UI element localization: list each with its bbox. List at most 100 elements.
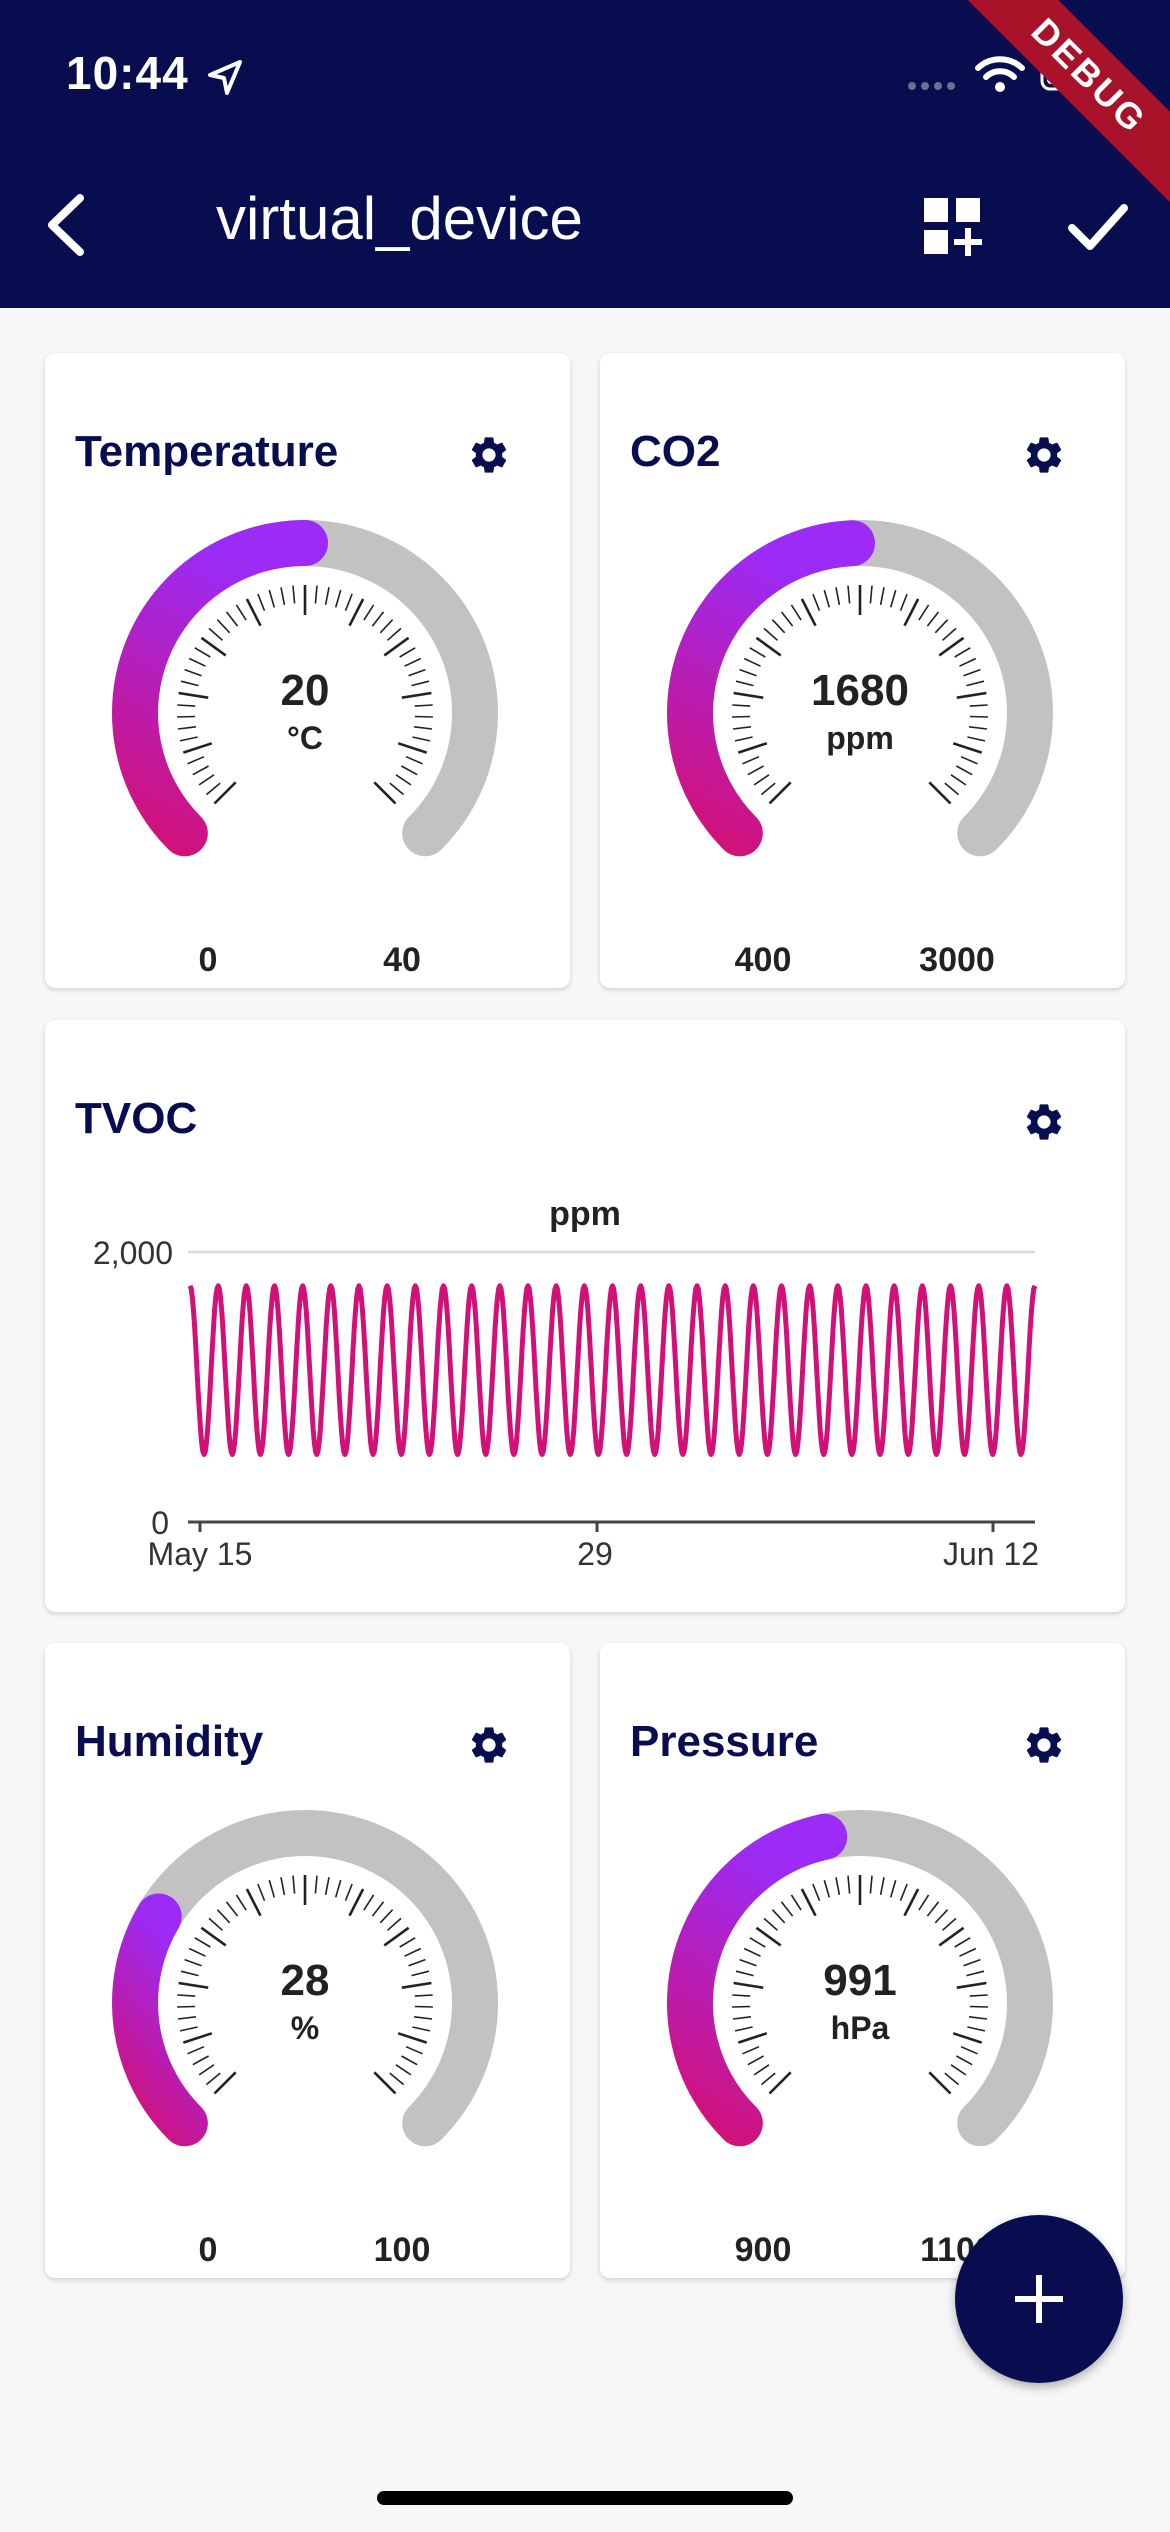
gauge-tick <box>213 2071 237 2095</box>
gauge-tick <box>732 715 751 718</box>
gauge-tick <box>268 589 276 608</box>
gauge-tick <box>379 1909 394 1924</box>
gauge-tick <box>194 647 211 658</box>
gear-icon[interactable] <box>1022 433 1066 477</box>
gauge-tick <box>959 657 977 667</box>
gauge-tick <box>371 1901 385 1917</box>
gauge-tick <box>768 2071 792 2095</box>
gauge-tick <box>257 1883 266 1901</box>
gauge-tick <box>177 1994 196 1997</box>
gauge-tick <box>926 1901 940 1917</box>
gauge-tick <box>899 1883 908 1901</box>
gauge-tick <box>184 668 202 677</box>
gauge-tick <box>952 742 983 754</box>
gear-icon[interactable] <box>1022 1723 1066 1767</box>
gauge-tick <box>184 1958 202 1967</box>
gauge-max-label: 100 <box>373 2231 431 2269</box>
gauge-tick <box>235 604 247 621</box>
gauge-tick <box>208 1917 224 1931</box>
gauge-tick <box>763 1917 779 1931</box>
gauge-tick <box>835 1877 841 1896</box>
gauge-tick <box>414 726 433 730</box>
gauge-tick <box>414 704 433 707</box>
gauge-tick <box>363 604 375 621</box>
gauge-tick <box>187 2045 205 2055</box>
home-indicator <box>377 2491 793 2505</box>
gauge-tick <box>800 598 817 627</box>
gauge-fill <box>112 1893 208 2147</box>
gauge-tick <box>216 1909 231 1924</box>
gauge-tick <box>899 593 908 611</box>
gauge-tick <box>969 2005 988 2008</box>
gear-icon[interactable] <box>467 1723 511 1767</box>
gauge-tick <box>960 2045 978 2055</box>
gauge-tick <box>280 1877 286 1896</box>
gauge-tick <box>755 1926 782 1947</box>
gauge-tick <box>733 691 764 699</box>
gauge-tick <box>960 755 978 765</box>
gauge-tick <box>363 1894 375 1911</box>
gauge-ticks <box>732 1875 988 2095</box>
gauge-tick <box>966 680 985 687</box>
gauge-tick <box>182 742 213 754</box>
gauge-tick <box>959 1947 977 1957</box>
gauge-tick <box>389 2072 405 2086</box>
gauge-tick <box>397 2032 428 2044</box>
gauge-unit: hPa <box>831 2010 890 2046</box>
gauge-tick <box>179 736 198 742</box>
gauge-value: 20 <box>281 666 330 715</box>
gauge-tick <box>790 604 802 621</box>
gauge-tick <box>956 765 973 776</box>
back-arrow-icon[interactable] <box>40 190 96 260</box>
gauge-tick <box>743 1947 761 1957</box>
gauge-tick <box>314 1875 318 1894</box>
gauge-tick <box>414 2005 433 2008</box>
gauge-tick <box>177 2016 196 2020</box>
x-tick-label: Jun 12 <box>943 1536 1039 1572</box>
gauge-tick <box>869 585 873 604</box>
gauge-tick <box>753 2064 770 2076</box>
gauge-tick <box>749 1937 766 1948</box>
gear-icon[interactable] <box>467 433 511 477</box>
gauge-tick <box>187 755 205 765</box>
gauge-tick <box>760 2072 776 2086</box>
gauge-tick <box>903 598 920 627</box>
gauge-tick <box>344 1883 353 1901</box>
gauge-tick <box>938 636 965 657</box>
gauge-tick <box>926 611 940 627</box>
gauge-tick <box>742 2045 760 2055</box>
gauge-tick <box>268 1879 276 1898</box>
gauge-tick <box>188 657 206 667</box>
gauge-tick <box>401 1981 432 1989</box>
gauge-unit: °C <box>287 720 323 756</box>
gauge-min-label: 400 <box>734 941 792 979</box>
gauge-tick <box>373 781 397 805</box>
gauge-tick <box>869 1875 873 1894</box>
gauge-tick <box>404 657 422 667</box>
gauge-max-label: 40 <box>383 941 421 979</box>
checkmark-icon[interactable] <box>1066 196 1130 256</box>
gauge-value: 28 <box>281 1956 330 2005</box>
gauge-tick <box>177 704 196 707</box>
gauge-tick <box>753 774 770 786</box>
gauge-tick <box>401 2055 418 2066</box>
gauge-tick <box>213 781 237 805</box>
gauge-tick <box>292 585 296 604</box>
gauge-tick <box>208 627 224 641</box>
gauge-tick <box>314 585 318 604</box>
gauge-ticks <box>177 1875 433 2095</box>
gauge-tick <box>835 587 841 606</box>
page-title: virtual_device <box>216 185 583 252</box>
add-button[interactable] <box>955 2215 1123 2383</box>
gauge-tick <box>969 715 988 718</box>
gauge-tick <box>373 2071 397 2095</box>
gauge-tick <box>732 1994 751 1997</box>
gauge-tick <box>411 1970 430 1977</box>
gauge-tick <box>178 691 209 699</box>
gauge-tick <box>760 782 776 796</box>
temperature-title: Temperature <box>75 427 339 476</box>
humidity-gauge: 28 % <box>112 1809 498 2147</box>
add-widget-icon[interactable] <box>922 196 982 256</box>
chart-title: ppm <box>549 1195 621 1233</box>
gear-icon[interactable] <box>1022 1100 1066 1144</box>
